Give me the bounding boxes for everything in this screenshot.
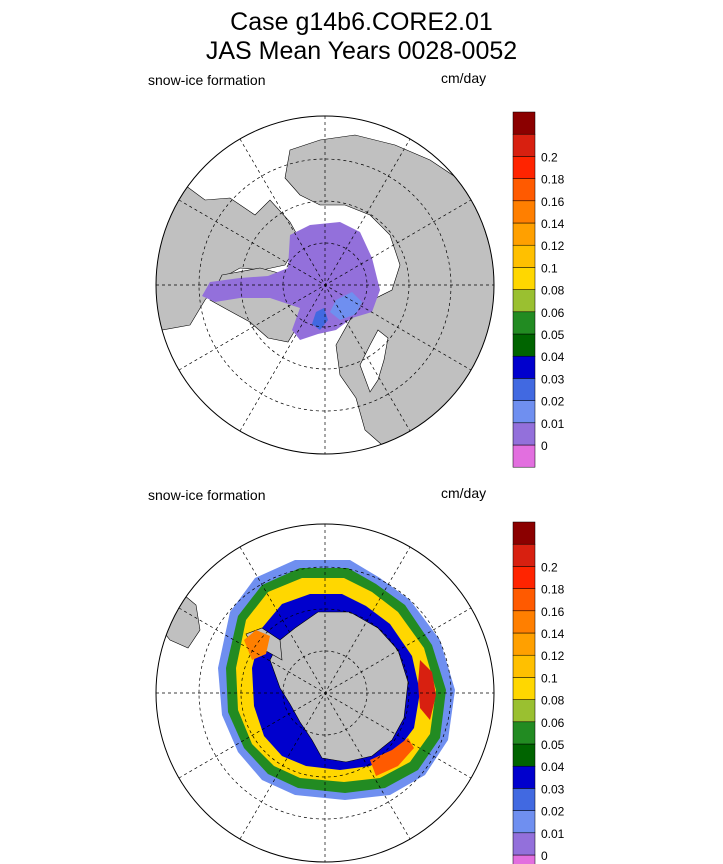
south-colorbar-label: 0.04 xyxy=(541,760,565,774)
south-colorbar-cell xyxy=(512,788,536,811)
south-colorbar-cell xyxy=(512,654,536,678)
north-colorbar-label: 0.04 xyxy=(541,350,565,364)
top-panel-units: cm/day xyxy=(441,70,487,86)
south-colorbar-cell xyxy=(512,743,536,767)
south-colorbar-label: 0.12 xyxy=(541,649,565,663)
south-colorbar-label: 0.05 xyxy=(541,738,565,752)
north-colorbar-cell xyxy=(512,333,536,357)
south-colorbar-label: 0 xyxy=(541,849,548,863)
south-colorbar-cell xyxy=(512,588,536,612)
south-ice-hotspot-east xyxy=(418,660,436,720)
north-colorbar-label: 0.2 xyxy=(541,150,558,164)
south-colorbar-cell xyxy=(512,810,536,834)
south-colorbar-cell xyxy=(512,832,536,856)
north-colorbar-label: 0.18 xyxy=(541,173,565,187)
north-colorbar-label: 0.08 xyxy=(541,284,565,298)
south-land-antarctica xyxy=(269,611,409,763)
north-colorbar-label: 0 xyxy=(541,439,548,453)
south-ice-hotspot-weddell xyxy=(244,630,270,660)
south-colorbar-label: 0.16 xyxy=(541,605,565,619)
south-polar-map xyxy=(155,523,495,863)
south-ice-hotspot-southeast xyxy=(370,738,414,776)
north-colorbar-label: 0.02 xyxy=(541,395,565,409)
north-colorbar-label: 0.12 xyxy=(541,239,565,253)
south-colorbar-cell xyxy=(512,765,536,789)
bottom-panel-units: cm/day xyxy=(441,485,487,501)
north-map-border xyxy=(155,115,495,455)
south-colorbar-label: 0.02 xyxy=(541,805,565,819)
north-colorbar-cell xyxy=(512,355,536,379)
top-panel-title: snow-ice formation xyxy=(148,72,266,88)
north-colorbar-cell xyxy=(512,311,536,335)
north-colorbar-cell xyxy=(512,111,536,135)
north-colorbar-label: 0.05 xyxy=(541,328,565,342)
north-colorbar-label: 0.06 xyxy=(541,306,565,320)
south-colorbar-label: 0.06 xyxy=(541,716,565,730)
north-colorbar-label: 0.16 xyxy=(541,195,565,209)
north-colorbar-label: 0.1 xyxy=(541,261,558,275)
north-colorbar-cell xyxy=(512,156,536,179)
south-colorbar-cell xyxy=(512,677,536,700)
north-land-eurasia xyxy=(284,134,494,453)
south-colorbar-cell xyxy=(512,543,536,567)
north-colorbar-cell xyxy=(512,133,536,157)
north-land-north-america xyxy=(156,179,301,331)
south-colorbar-cell xyxy=(512,610,536,634)
north-polar-map xyxy=(155,115,495,455)
south-colorbar-cell xyxy=(512,521,536,545)
south-colorbar-label: 0.08 xyxy=(541,694,565,708)
north-colorbar-cell xyxy=(512,200,536,224)
chart-title-line1: Case g14b6.CORE2.01 xyxy=(230,8,493,36)
north-colorbar-label: 0.14 xyxy=(541,217,565,231)
south-colorbar-label: 0.01 xyxy=(541,827,565,841)
chart-title-line2: JAS Mean Years 0028-0052 xyxy=(205,37,518,65)
south-colorbar-cell xyxy=(512,632,536,656)
south-colorbar-cell xyxy=(512,721,536,745)
north-colorbar-cell xyxy=(512,444,536,468)
south-colorbar-label: 0.03 xyxy=(541,782,565,796)
south-colorbar-cell xyxy=(512,566,536,589)
south-colorbar-label: 0.14 xyxy=(541,627,565,641)
north-colorbar-cell xyxy=(512,289,536,313)
north-ice-svalbard xyxy=(312,308,328,330)
bottom-panel-title: snow-ice formation xyxy=(148,487,266,503)
south-colorbar-label: 0.18 xyxy=(541,583,565,597)
south-colorbar-cell xyxy=(512,854,536,864)
north-colorbar-label: 0.03 xyxy=(541,372,565,386)
north-colorbar-cell xyxy=(512,378,536,401)
north-colorbar-cell xyxy=(512,178,536,202)
south-colorbar-cell xyxy=(512,699,536,723)
north-colorbar-cell xyxy=(512,400,536,424)
north-colorbar-cell xyxy=(512,244,536,268)
south-map-border xyxy=(155,523,495,863)
south-colorbar-label: 0.1 xyxy=(541,671,558,685)
north-colorbar-cell xyxy=(512,267,536,290)
north-colorbar-cell xyxy=(512,422,536,446)
north-colorbar-label: 0.01 xyxy=(541,417,565,431)
north-ice-barents xyxy=(330,292,362,320)
north-colorbar-cell xyxy=(512,222,536,246)
south-colorbar-label: 0.2 xyxy=(541,560,558,574)
